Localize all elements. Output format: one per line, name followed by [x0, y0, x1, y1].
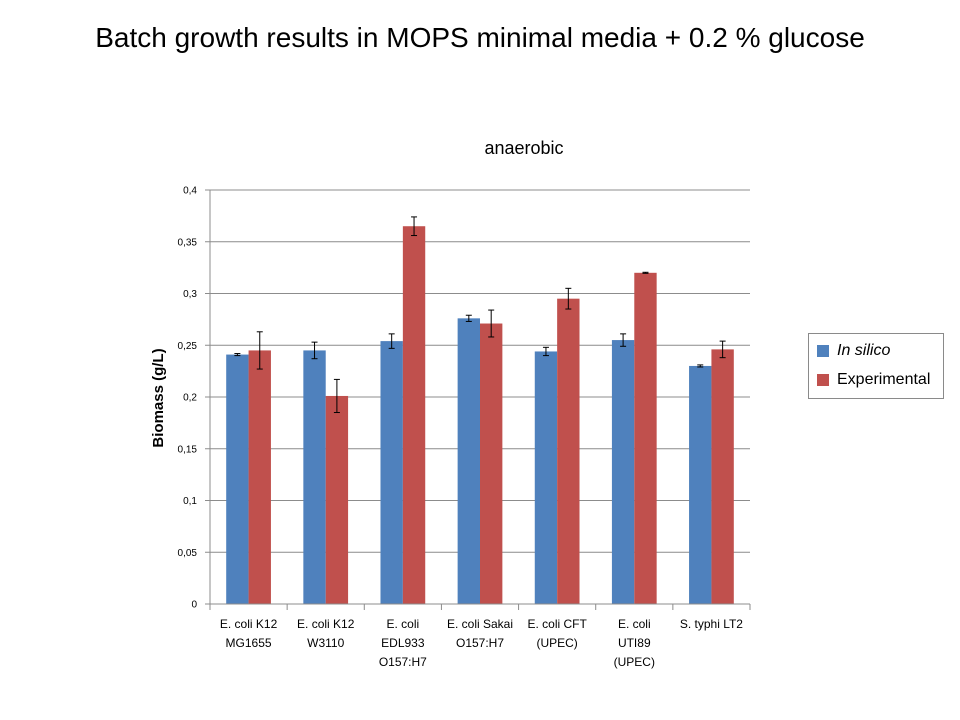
y-tick-label: 0,15: [178, 444, 198, 455]
legend-label-in-silico: In silico: [837, 342, 891, 359]
x-tick-label: E. coli K12 MG1655: [220, 617, 278, 650]
error-bar: [565, 287, 572, 310]
y-axis-title: Biomass (g/L): [150, 348, 167, 447]
bar-experimental: [711, 349, 734, 604]
legend-swatch-in-silico: [817, 345, 829, 357]
y-tick-label: 0,2: [183, 393, 197, 404]
bars: [226, 216, 734, 604]
bar-in-silico: [611, 340, 635, 604]
x-tick-label: E. coli Sakai O157:H7: [447, 617, 513, 650]
legend-item-experimental: Experimental: [817, 368, 943, 392]
chart-title: anaerobic: [484, 138, 563, 158]
bar-experimental: [402, 226, 426, 604]
legend-swatch-experimental: [817, 374, 829, 386]
error-bar: [311, 341, 318, 360]
bar-in-silico: [689, 365, 712, 604]
bar-in-silico: [534, 351, 558, 604]
bar-experimental: [248, 350, 271, 604]
bar-in-silico: [380, 341, 403, 604]
y-tick-label: 0,1: [183, 496, 197, 507]
y-tick-label: 0,3: [183, 289, 197, 300]
y-tick-label: 0: [191, 600, 197, 611]
bar-in-silico: [303, 350, 326, 604]
x-tick-label: E. coli UTI89 (UPEC): [614, 617, 655, 669]
legend-item-in-silico: In silico: [817, 339, 943, 363]
error-bar: [697, 364, 704, 368]
error-bar: [719, 340, 726, 359]
error-bar: [465, 314, 472, 322]
bar-experimental: [634, 272, 657, 604]
bar-in-silico: [226, 354, 249, 604]
error-bar: [488, 309, 495, 338]
x-tick-label: S. typhi LT2: [680, 617, 743, 631]
bar-in-silico: [457, 318, 480, 604]
axes: [205, 189, 751, 610]
error-bar: [388, 333, 395, 349]
legend: In silico Experimental: [808, 333, 944, 399]
y-tick-label: 0,35: [178, 237, 198, 248]
x-tick-label: E. coli EDL933 O157:H7: [379, 617, 427, 669]
x-tick-label: E. coli K12 W3110: [297, 617, 355, 650]
error-bar: [642, 271, 649, 274]
bar-experimental: [325, 395, 349, 604]
error-bar: [234, 353, 241, 357]
legend-label-experimental: Experimental: [837, 371, 931, 388]
x-tick-label: E. coli CFT (UPEC): [527, 617, 587, 650]
error-bar: [256, 331, 263, 370]
y-tick-label: 0,05: [178, 548, 198, 559]
bar-experimental: [557, 298, 580, 604]
error-bar: [333, 378, 340, 414]
slide-title: Batch growth results in MOPS minimal med…: [95, 22, 865, 53]
y-tick-label: 0,4: [183, 186, 197, 197]
tick-labels: 0 0,05 0,1 0,15 0,2 0,25 0,3 0,35 0,4 E. coli K12…: [178, 186, 744, 670]
y-tick-label: 0,25: [178, 341, 198, 352]
error-bar: [411, 216, 418, 237]
bar-experimental: [480, 323, 503, 604]
error-bar: [542, 346, 549, 357]
error-bar: [620, 333, 627, 347]
